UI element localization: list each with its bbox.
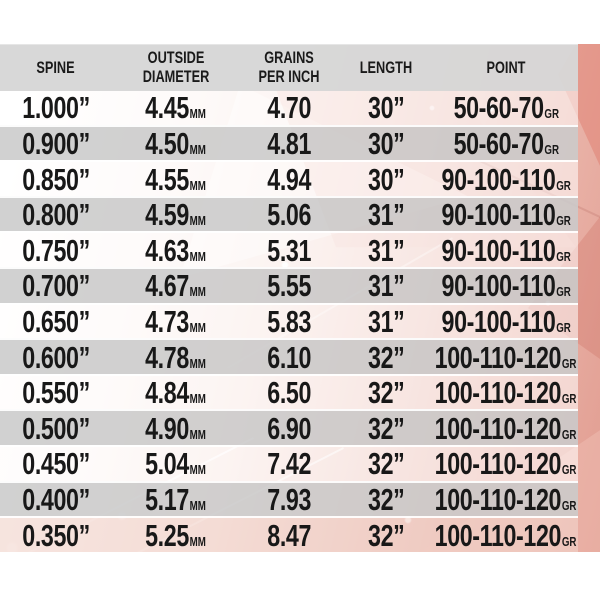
grains-per-inch-cell: 7.42 <box>267 446 311 482</box>
grains-per-inch-cell: 5.31 <box>267 232 311 268</box>
spine-cell: 0.900” <box>22 125 90 161</box>
outside-diameter-cell: 5.17MM <box>145 482 207 517</box>
grains-per-inch-cell: 4.81 <box>267 125 311 161</box>
table-row: 0.400” 5.17MM 7.93 32” 100-110-120GR <box>0 480 578 517</box>
point-cell: 100-110-120GR <box>435 375 577 411</box>
table-row: 0.800” 4.59MM 5.06 31” 90-100-110GR <box>0 195 578 233</box>
grains-per-inch-cell: 5.55 <box>267 268 311 304</box>
length-cell: 31” <box>367 268 405 304</box>
point-cell: 100-110-120GR <box>435 517 577 553</box>
spine-cell: 0.450” <box>22 446 90 482</box>
table-row: 0.350” 5.25MM 8.47 32” 100-110-120GR <box>0 516 578 552</box>
arrow-spec-table: SPINE OUTSIDE DIAMETER GRAINS PER INCH L… <box>0 44 578 552</box>
outside-diameter-cell: 4.55MM <box>145 161 207 197</box>
header-grains-per-inch: GRAINS PER INCH <box>258 48 320 86</box>
outside-diameter-cell: 4.63MM <box>145 232 207 268</box>
point-cell: 90-100-110GR <box>441 268 571 304</box>
spine-cell: 0.800” <box>22 197 90 233</box>
grains-per-inch-cell: 5.06 <box>267 197 311 233</box>
table-row: 0.450” 5.04MM 7.42 32” 100-110-120GR <box>0 445 578 481</box>
header-outside-diameter: OUTSIDE DIAMETER <box>142 48 210 86</box>
grains-per-inch-cell: 8.47 <box>267 517 311 553</box>
outside-diameter-cell: 4.45MM <box>145 90 207 126</box>
length-cell: 30” <box>367 161 405 197</box>
table-row: 0.900” 4.50MM 4.81 30” 50-60-70GR <box>0 124 578 161</box>
table-row: 1.000” 4.45MM 4.70 30” 50-60-70GR <box>0 91 578 125</box>
grains-per-inch-cell: 6.10 <box>267 339 311 375</box>
outside-diameter-cell: 4.84MM <box>145 375 207 411</box>
table-row: 0.850” 4.55MM 4.94 30” 90-100-110GR <box>0 160 578 196</box>
outside-diameter-cell: 4.73MM <box>145 303 207 339</box>
spine-cell: 0.600” <box>22 339 90 375</box>
spine-cell: 0.750” <box>22 232 90 268</box>
length-cell: 32” <box>367 517 405 553</box>
length-cell: 30” <box>367 125 405 161</box>
table-row: 0.750” 4.63MM 5.31 31” 90-100-110GR <box>0 231 578 268</box>
point-cell: 100-110-120GR <box>435 446 577 482</box>
spine-cell: 0.400” <box>22 482 90 517</box>
point-cell: 90-100-110GR <box>441 232 571 268</box>
spine-cell: 0.650” <box>22 303 90 339</box>
length-cell: 32” <box>367 410 405 446</box>
header-spine: SPINE <box>36 57 76 77</box>
table-row: 0.500” 4.90MM 6.90 32” 100-110-120GR <box>0 409 578 446</box>
point-cell: 50-60-70GR <box>453 125 559 161</box>
point-cell: 90-100-110GR <box>441 197 571 233</box>
spine-cell: 0.350” <box>22 517 90 553</box>
spine-cell: 0.550” <box>22 375 90 411</box>
point-cell: 90-100-110GR <box>441 161 571 197</box>
length-cell: 32” <box>367 446 405 482</box>
table-row: 0.600” 4.78MM 6.10 32” 100-110-120GR <box>0 338 578 374</box>
grains-per-inch-cell: 6.50 <box>267 375 311 411</box>
table-row: 0.700” 4.67MM 5.55 31” 90-100-110GR <box>0 267 578 303</box>
outside-diameter-cell: 4.50MM <box>145 125 207 161</box>
table-header-row: SPINE OUTSIDE DIAMETER GRAINS PER INCH L… <box>0 44 578 91</box>
outside-diameter-cell: 4.67MM <box>145 268 207 304</box>
length-cell: 32” <box>367 482 405 517</box>
grains-per-inch-cell: 6.90 <box>267 410 311 446</box>
table-body: 1.000” 4.45MM 4.70 30” 50-60-70GR 0.900”… <box>0 91 578 552</box>
length-cell: 32” <box>367 375 405 411</box>
outside-diameter-cell: 5.04MM <box>145 446 207 482</box>
outside-diameter-cell: 4.78MM <box>145 339 207 375</box>
spine-cell: 1.000” <box>22 90 90 126</box>
spine-cell: 0.500” <box>22 410 90 446</box>
grains-per-inch-cell: 4.94 <box>267 161 311 197</box>
length-cell: 31” <box>367 232 405 268</box>
point-cell: 100-110-120GR <box>435 339 577 375</box>
point-cell: 90-100-110GR <box>441 303 571 339</box>
length-cell: 30” <box>367 90 405 126</box>
point-cell: 100-110-120GR <box>435 482 577 517</box>
spine-cell: 0.700” <box>22 268 90 304</box>
header-length: LENGTH <box>359 57 413 77</box>
table-row: 0.550” 4.84MM 6.50 32” 100-110-120GR <box>0 373 578 411</box>
outside-diameter-cell: 4.59MM <box>145 197 207 233</box>
table-row: 0.650” 4.73MM 5.83 31” 90-100-110GR <box>0 302 578 339</box>
grains-per-inch-cell: 5.83 <box>267 303 311 339</box>
spine-cell: 0.850” <box>22 161 90 197</box>
length-cell: 31” <box>367 303 405 339</box>
length-cell: 32” <box>367 339 405 375</box>
header-point: POINT <box>486 57 526 77</box>
outside-diameter-cell: 5.25MM <box>145 517 207 553</box>
outside-diameter-cell: 4.90MM <box>145 410 207 446</box>
grains-per-inch-cell: 4.70 <box>267 90 311 126</box>
point-cell: 50-60-70GR <box>453 90 559 126</box>
grains-per-inch-cell: 7.93 <box>267 482 311 517</box>
point-cell: 100-110-120GR <box>435 410 577 446</box>
length-cell: 31” <box>367 197 405 233</box>
